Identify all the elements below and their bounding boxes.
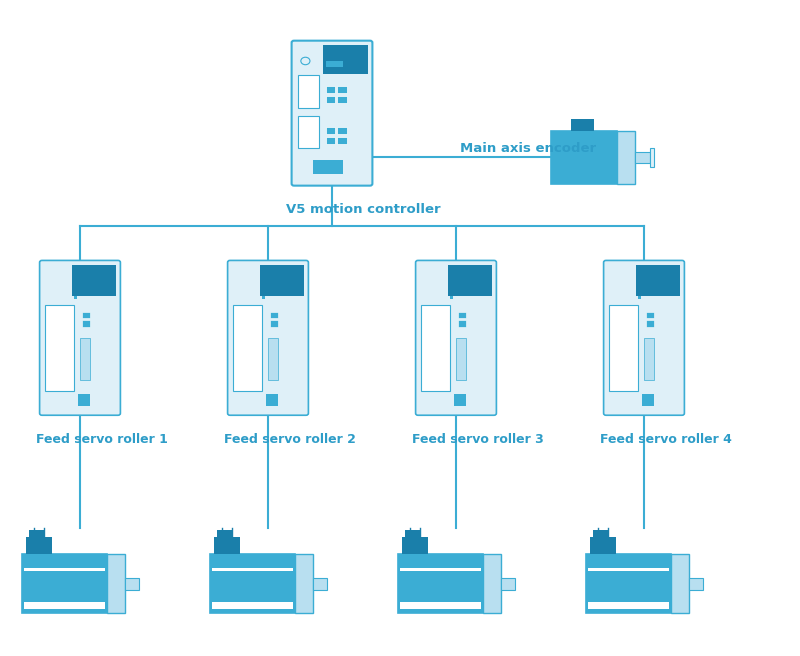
Bar [637,266,680,296]
Bar [46,304,74,391]
Bar [571,119,594,131]
Bar [670,554,690,613]
Bar [690,578,703,590]
Bar [586,554,670,613]
Bar [454,394,466,405]
Bar [551,131,617,184]
Bar [217,531,232,537]
Bar [211,560,293,566]
Text: V5 motion controller: V5 motion controller [286,203,441,216]
Bar [402,537,428,554]
Bar [82,320,90,327]
Bar [644,338,654,380]
Bar [338,127,346,134]
FancyBboxPatch shape [416,260,496,415]
Bar [502,578,515,590]
FancyBboxPatch shape [228,260,309,415]
Bar [22,554,106,613]
FancyBboxPatch shape [604,260,685,415]
Bar [24,560,105,566]
Bar [338,86,346,93]
Bar [294,554,314,613]
Bar [261,266,304,296]
Bar [405,531,420,537]
Bar [24,569,105,571]
Bar [74,297,77,298]
Bar [338,96,346,103]
Bar [106,554,126,613]
Bar [80,338,90,380]
Bar [313,159,343,174]
Bar [78,394,90,405]
Bar [73,266,116,296]
Bar [593,531,608,537]
Bar [448,266,492,296]
Bar [399,569,481,571]
Text: Main axis encoder: Main axis encoder [460,142,596,155]
Bar [635,152,650,163]
Bar [234,304,262,391]
Bar [421,304,450,391]
Bar [298,116,319,148]
Bar [399,602,481,609]
Bar [458,312,466,318]
Bar [211,569,293,571]
Bar [126,578,139,590]
Bar [642,394,654,405]
Bar [646,320,654,327]
Bar [398,554,482,613]
Bar [482,554,502,613]
Bar [314,578,327,590]
Text: Feed servo roller 3: Feed servo roller 3 [411,433,543,446]
Bar [456,338,466,380]
Bar [399,560,481,566]
Bar [270,312,278,318]
Bar [650,148,654,167]
Bar [210,554,294,613]
Bar [590,537,616,554]
Bar [326,127,335,134]
Bar [338,136,346,144]
Bar [326,86,335,93]
Bar [326,136,335,144]
Circle shape [301,57,310,65]
Bar [326,96,335,103]
Bar [610,304,638,391]
Bar [587,569,669,571]
Bar [266,394,278,405]
Text: Feed servo roller 2: Feed servo roller 2 [224,433,355,446]
Bar [211,602,293,609]
Bar [323,45,368,73]
Text: Feed servo roller 4: Feed servo roller 4 [600,433,731,446]
Bar [298,75,319,108]
Bar [587,560,669,566]
Bar [450,297,453,298]
Text: Feed servo roller 1: Feed servo roller 1 [36,433,167,446]
FancyBboxPatch shape [291,41,373,186]
Bar [617,131,635,184]
Bar [587,602,669,609]
Bar [638,297,641,298]
Bar [262,297,265,298]
Bar [26,537,52,554]
FancyBboxPatch shape [40,260,121,415]
Bar [24,602,105,609]
Bar [214,537,240,554]
Bar [646,312,654,318]
Bar [458,320,466,327]
Bar [268,338,278,380]
Bar [29,531,44,537]
Bar [270,320,278,327]
Bar [326,61,342,67]
Bar [82,312,90,318]
